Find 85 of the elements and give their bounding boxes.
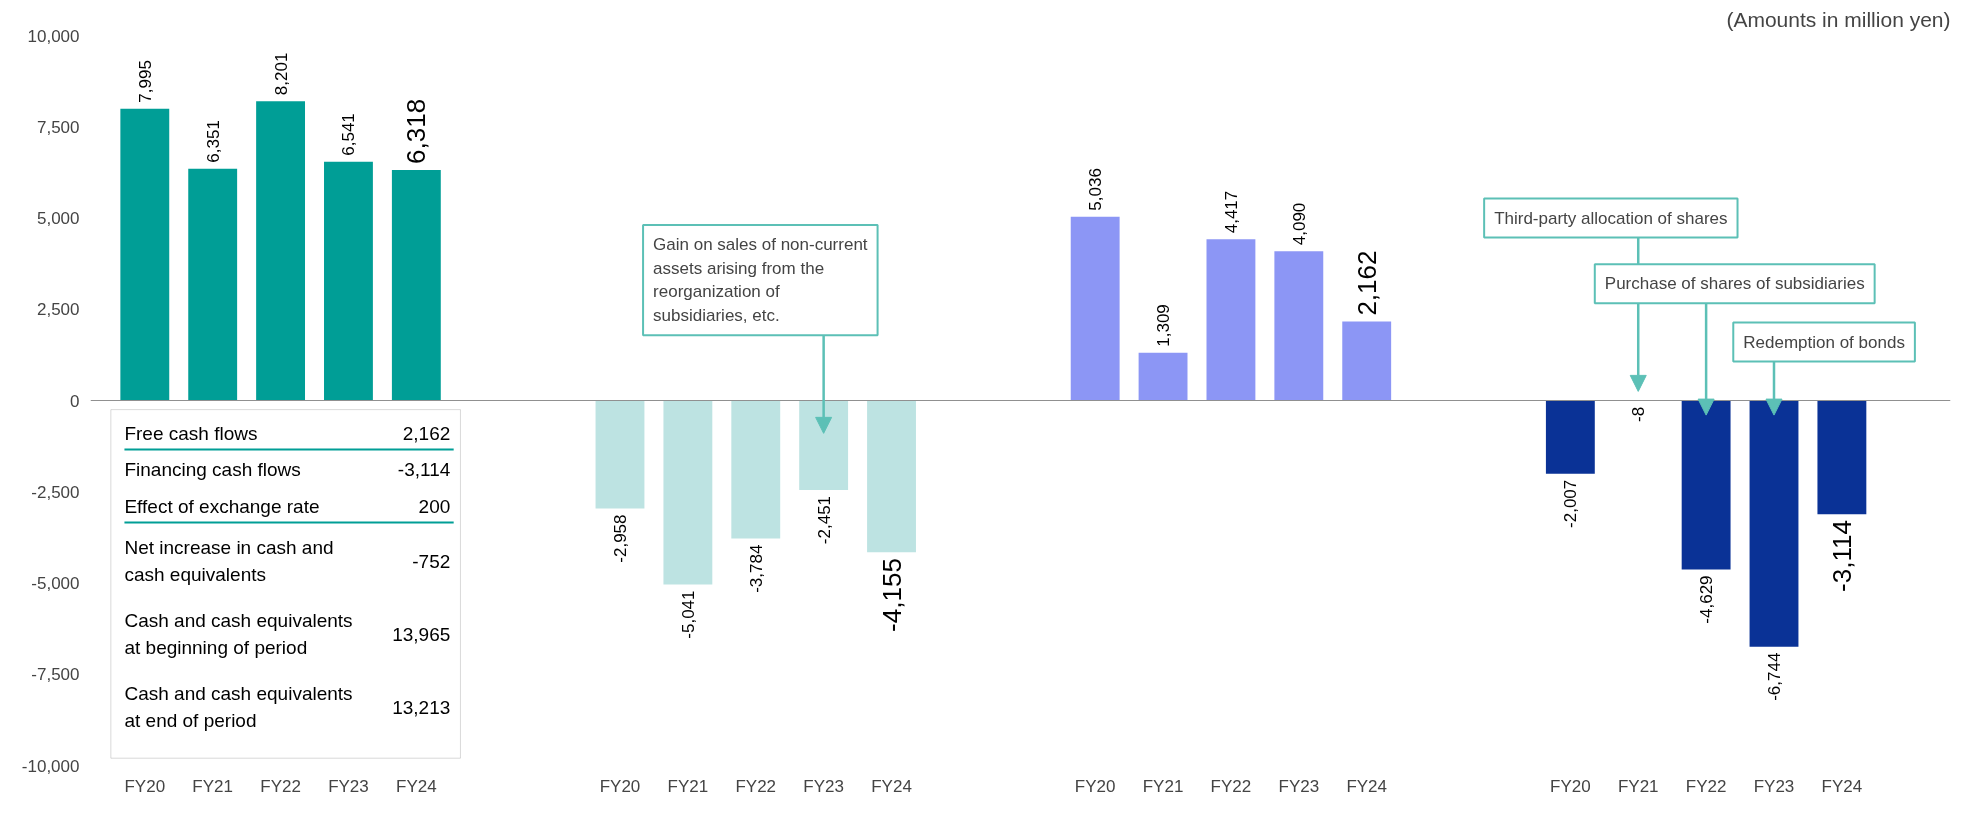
y-tick-label: -5,000 <box>31 574 80 593</box>
text: (Amounts in million yen) <box>1726 7 1951 31</box>
y-tick-label: 5,000 <box>36 209 80 228</box>
x-tick-label: FY20 <box>124 776 166 796</box>
bar <box>324 161 373 401</box>
annotation: Redemption of bonds <box>1743 332 1905 352</box>
annotation: 200 <box>418 495 451 517</box>
bar <box>595 400 645 509</box>
x-tick-label: FY21 <box>667 776 709 796</box>
x-tick-label: FY20 <box>599 776 641 796</box>
bar <box>188 168 238 401</box>
data-label: 4,090 <box>1289 202 1309 246</box>
annotation: Purchase of shares of subsidiaries <box>1604 274 1865 294</box>
y-tick-label: -2,500 <box>31 482 80 502</box>
data-label: 4,417 <box>1221 190 1241 234</box>
bar <box>1545 400 1595 474</box>
data-label: 1,309 <box>1154 304 1174 347</box>
data-label: 2,162 <box>1351 250 1382 316</box>
data-label: -5,041 <box>678 590 698 639</box>
x-tick-label: FY22 <box>1210 776 1252 796</box>
x-tick-label: FY20 <box>1074 776 1116 796</box>
x-tick-label: FY24 <box>1346 776 1388 796</box>
y-tick-label: 0 <box>70 391 80 411</box>
data-label: -2,007 <box>1561 479 1581 528</box>
y-tick-label: 7,500 <box>36 117 80 137</box>
x-tick-label: FY23 <box>803 776 844 796</box>
data-label: 6,351 <box>203 120 223 163</box>
data-label: 8,201 <box>271 52 291 96</box>
bar <box>663 400 713 585</box>
annotation: 13,965 <box>392 623 451 645</box>
x-tick-label: FY24 <box>1821 776 1863 796</box>
x-tick-label: FY21 <box>1617 776 1659 796</box>
bar <box>1206 239 1256 401</box>
bar <box>1749 400 1799 647</box>
bar <box>1138 352 1188 401</box>
data-label: -3,114 <box>1826 520 1857 592</box>
data-label: -2,958 <box>610 514 630 563</box>
data-label: -4,155 <box>876 558 907 632</box>
x-tick-label: FY23 <box>1753 776 1795 796</box>
bar <box>1817 400 1867 515</box>
data-label: -4,629 <box>1697 575 1717 624</box>
bar <box>1681 400 1731 570</box>
bar <box>1274 251 1324 401</box>
annotation: -752 <box>412 550 451 572</box>
x-tick-label: FY20 <box>1550 776 1591 796</box>
y-tick-label: -10,000 <box>21 756 80 776</box>
data-label: -3,784 <box>746 544 766 593</box>
data-label: 6,318 <box>401 98 432 164</box>
data-label: 6,541 <box>339 113 359 156</box>
annotation: Cash and cash equivalents at beginning of period <box>124 609 353 659</box>
x-tick-label: FY23 <box>328 776 369 796</box>
x-tick-label: FY24 <box>871 776 912 796</box>
annotation: 13,213 <box>392 696 451 718</box>
x-tick-label: FY22 <box>260 776 301 796</box>
bar <box>1342 321 1392 401</box>
data-label: -6,744 <box>1765 652 1784 701</box>
y-tick-label: 10,000 <box>27 26 80 46</box>
bar <box>731 400 781 539</box>
annotation: -3,114 <box>397 459 451 481</box>
bar <box>799 400 849 490</box>
annotation: Net increase in cash and cash equivalents <box>124 536 334 586</box>
y-tick-label: -7,500 <box>31 665 80 685</box>
bar <box>1070 216 1120 401</box>
annotation: Gain on sales of non-current assets arising from the reorganization of subsidiaries, etc. <box>653 234 868 326</box>
data-label: 7,995 <box>135 60 155 103</box>
x-tick-label: FY24 <box>396 776 437 796</box>
x-tick-label: FY21 <box>192 776 234 796</box>
x-tick-label: FY22 <box>735 776 777 796</box>
annotation: Effect of exchange rate <box>124 495 320 517</box>
data-label: -8 <box>1629 406 1649 422</box>
x-tick-label: FY21 <box>1142 776 1184 796</box>
annotation: Free cash flows <box>124 422 258 444</box>
annotation: Cash and cash equivalents at end of period <box>124 682 353 732</box>
bar <box>391 169 441 401</box>
annotation: Financing cash flows <box>124 459 301 481</box>
annotation: 2,162 <box>402 422 451 444</box>
bar <box>120 108 170 401</box>
bar <box>867 400 916 553</box>
y-tick-label: 2,500 <box>36 300 80 320</box>
data-label: -2,451 <box>814 495 834 545</box>
x-tick-label: FY22 <box>1685 776 1727 796</box>
bar <box>256 101 306 401</box>
x-tick-label: FY23 <box>1278 776 1320 796</box>
annotation: Third-party allocation of shares <box>1494 208 1728 228</box>
data-label: 5,036 <box>1086 168 1106 211</box>
